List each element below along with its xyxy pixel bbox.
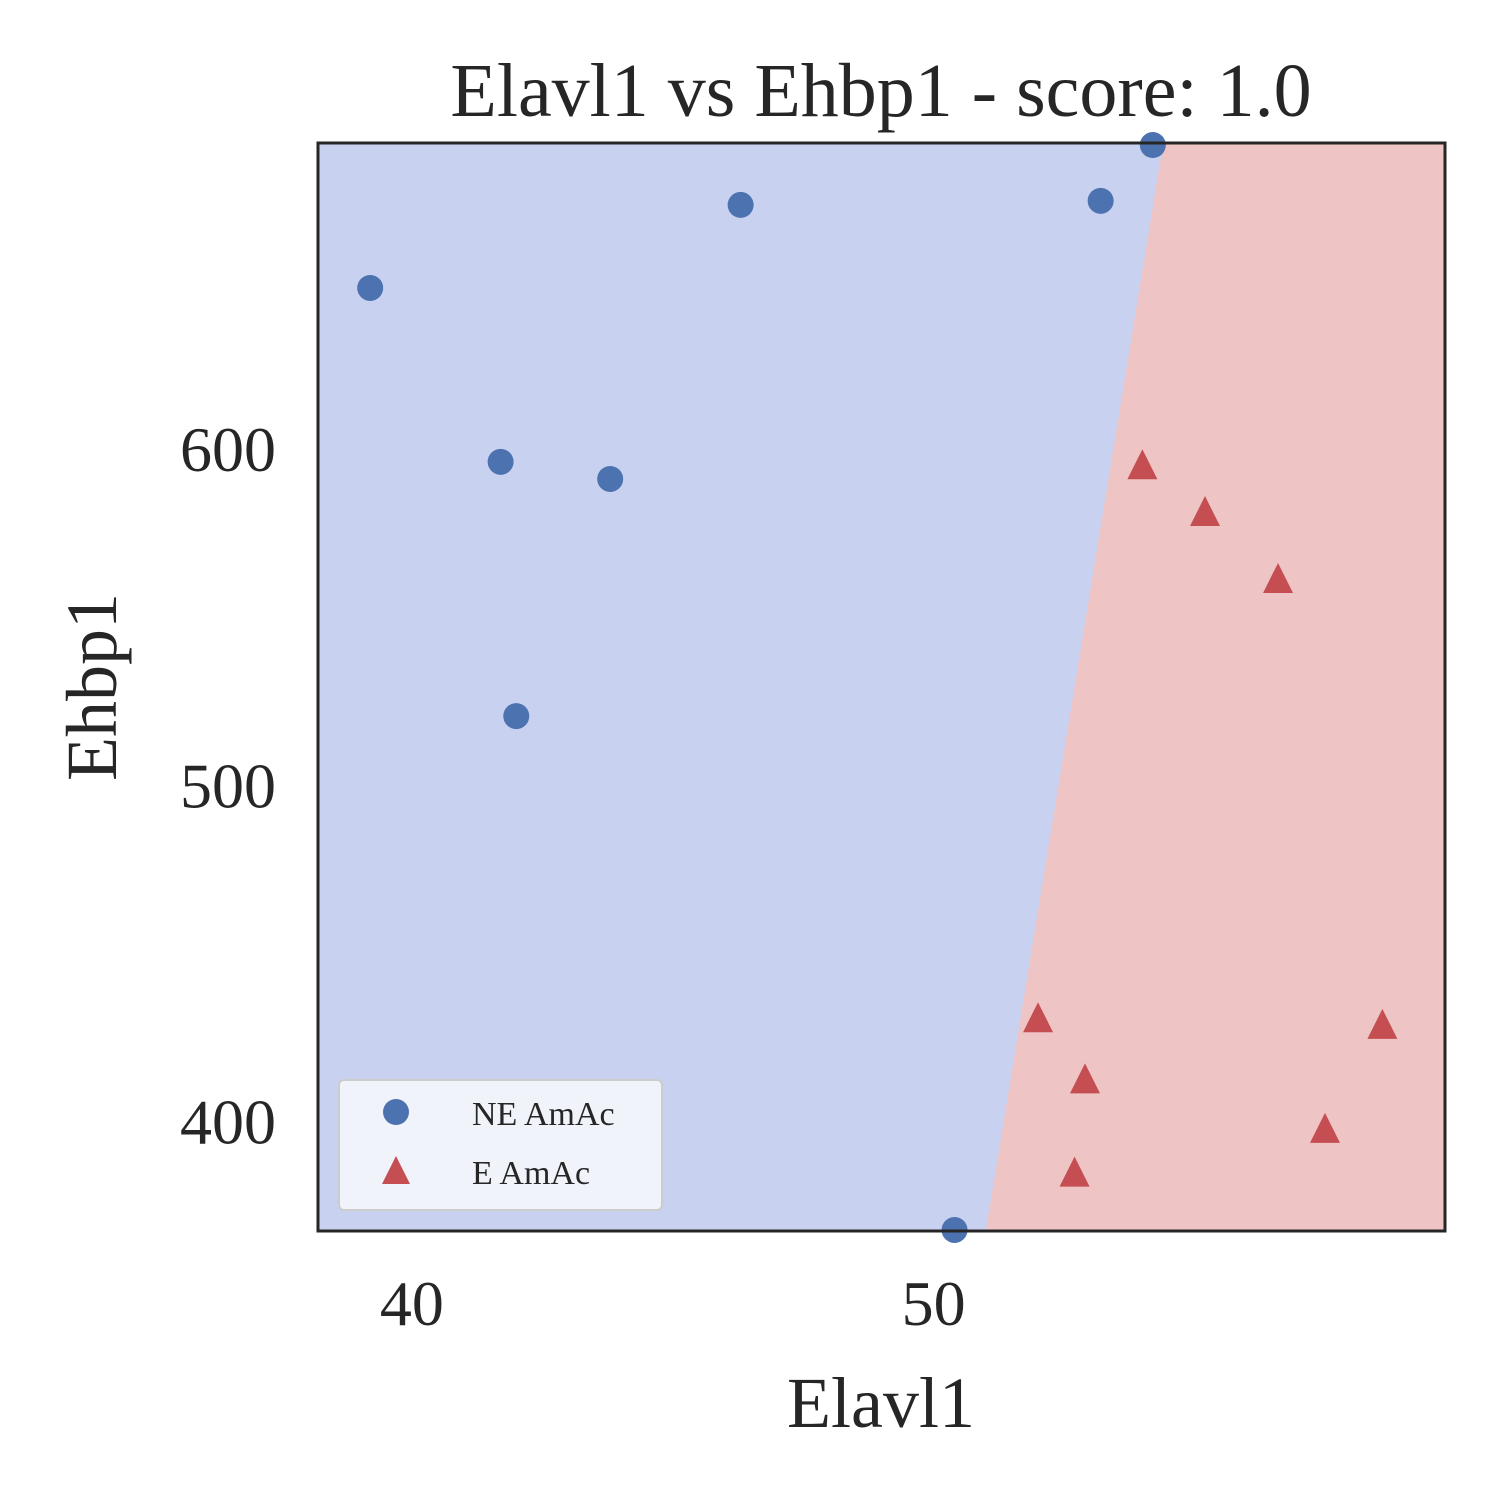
- data-points: [357, 132, 1398, 1243]
- x-tick-label: 50: [902, 1268, 966, 1339]
- axis-ticks: 40 50 400 500 600: [180, 414, 966, 1339]
- legend: NE AmAc E AmAc: [338, 1079, 663, 1211]
- y-tick-label: 400: [180, 1087, 276, 1158]
- x-axis-label: Elavl1: [787, 1363, 975, 1443]
- y-tick-label: 500: [180, 750, 276, 821]
- plot-frame: [316, 141, 1447, 1233]
- point-e-amac: [1023, 1002, 1054, 1033]
- point-ne-amac: [357, 274, 384, 301]
- point-e-amac: [1069, 1063, 1100, 1094]
- y-axis-label: Ehbp1: [52, 593, 132, 781]
- point-ne-amac: [727, 191, 754, 218]
- point-ne-amac: [1139, 132, 1166, 159]
- legend-label-e-amac: E AmAc: [472, 1155, 590, 1192]
- point-e-amac: [1367, 1008, 1398, 1039]
- point-ne-amac: [487, 448, 514, 475]
- point-e-amac: [1189, 496, 1220, 527]
- legend-box: [338, 1079, 663, 1211]
- point-e-amac: [1127, 449, 1158, 480]
- point-ne-amac: [503, 703, 530, 730]
- point-e-amac: [1309, 1112, 1340, 1143]
- point-e-amac: [1059, 1156, 1090, 1187]
- point-e-amac: [1263, 562, 1294, 593]
- y-tick-label: 600: [180, 414, 276, 485]
- chart-title: Elavl1 vs Ehbp1 - score: 1.0: [450, 49, 1311, 133]
- decision-regions: [318, 143, 1445, 1231]
- legend-marker-e-amac: [382, 1156, 410, 1184]
- region-e-amac: [985, 143, 1445, 1231]
- x-tick-label: 40: [380, 1268, 444, 1339]
- legend-marker-ne-amac: [383, 1099, 409, 1125]
- point-ne-amac: [597, 465, 624, 492]
- legend-label-ne-amac: NE AmAc: [472, 1096, 615, 1133]
- point-ne-amac: [1087, 187, 1114, 214]
